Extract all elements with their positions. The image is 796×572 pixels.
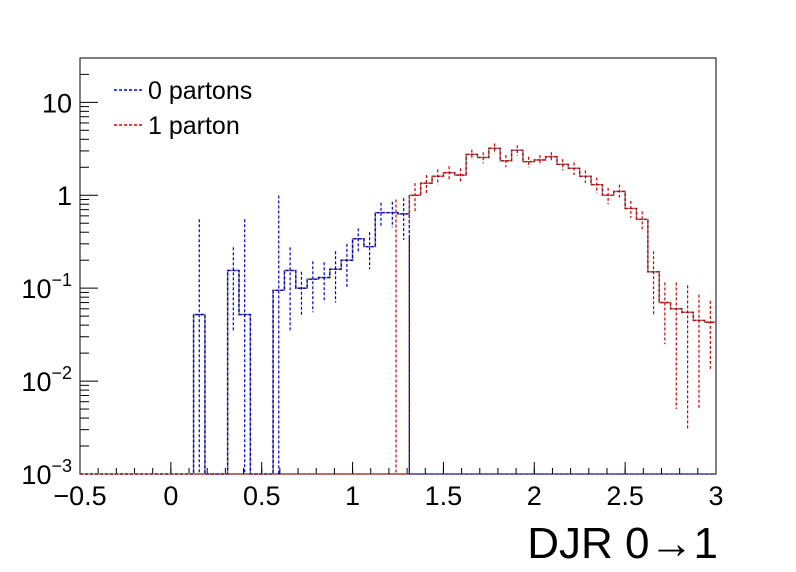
y-tick-label: 10−1	[21, 270, 72, 304]
x-axis-title: DJR 0→1	[527, 519, 718, 568]
x-tick-label: 2.5	[606, 481, 644, 511]
axis-ticks	[79, 57, 717, 475]
x-tick-label: 2	[527, 481, 542, 511]
series-line	[80, 211, 716, 475]
histogram-series	[80, 143, 716, 475]
series-0	[80, 195, 716, 475]
y-tick-label: 10	[42, 88, 72, 118]
series-line	[80, 147, 716, 475]
legend: 0 partons 1 parton	[114, 77, 252, 140]
y-tick-label: 1	[57, 181, 72, 211]
x-tick-label: 3	[708, 481, 723, 511]
x-tick-label: 1.5	[425, 481, 463, 511]
x-tick-label: 0	[163, 481, 178, 511]
y-tick-label: 10−2	[21, 363, 72, 397]
legend-entry: 1 parton	[114, 112, 240, 140]
series-1	[80, 143, 716, 475]
x-tick-label: −0.5	[53, 481, 106, 511]
x-tick-label: 0.5	[243, 481, 281, 511]
tick-labels: −0.5 0 0.5 1 1.5 2 2.5 3 10−3 10−2 10−1 1 10	[21, 88, 723, 511]
y-tick-label: 10−3	[21, 456, 72, 490]
legend-label: 0 partons	[148, 77, 252, 105]
legend-entry: 0 partons	[114, 77, 252, 105]
total-histogram	[80, 147, 716, 475]
x-tick-label: 1	[345, 481, 360, 511]
legend-label: 1 parton	[148, 112, 240, 140]
